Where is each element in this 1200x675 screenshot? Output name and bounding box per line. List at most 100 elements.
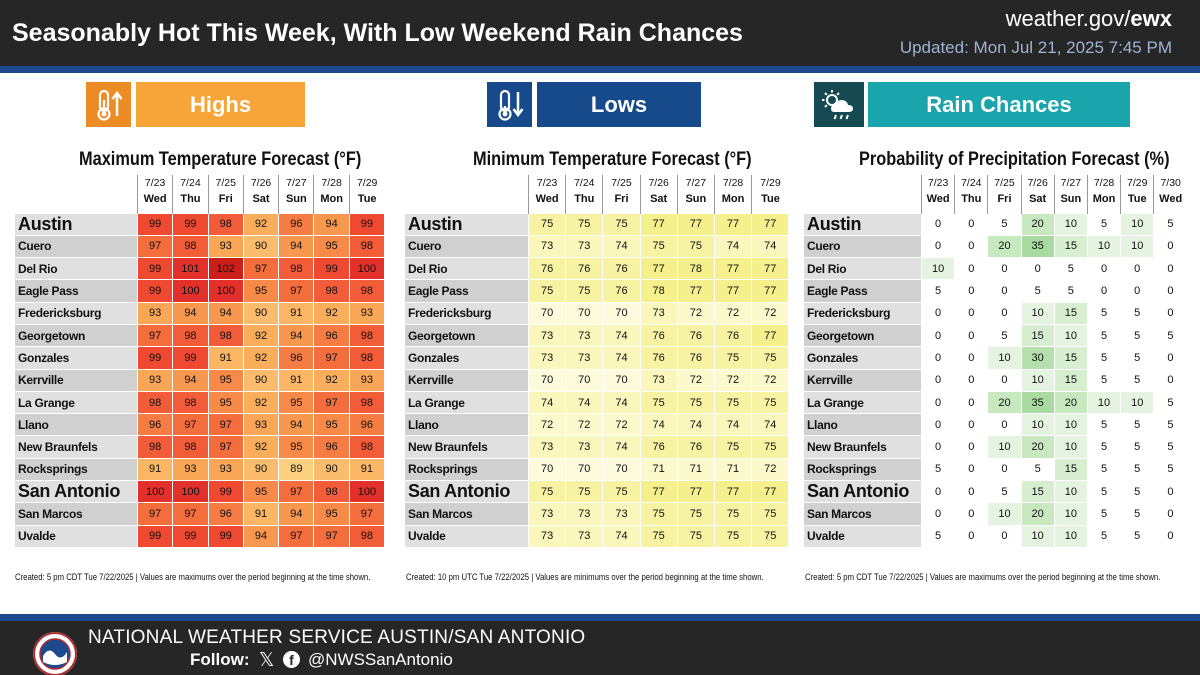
value-cell: 70	[565, 457, 604, 482]
column-header: 7/24 Thu	[565, 175, 603, 213]
column-date: 7/25	[215, 177, 236, 189]
table-row: New Braunfels 0 0 10 20 10 5 5 5	[803, 435, 1188, 459]
value-cell: 0	[1153, 524, 1188, 548]
value-cell: 5	[1120, 346, 1155, 370]
value-cell: 97	[313, 390, 350, 415]
column-date: 7/26	[1027, 177, 1048, 189]
column-header: 7/27 Sun	[1053, 175, 1088, 213]
social-handle[interactable]: @NWSSanAntonio	[308, 650, 453, 669]
table-row: Rocksprings 70 70 70 71 71 71 72	[404, 457, 790, 482]
value-cell: 73	[527, 234, 567, 259]
column-day: Mon	[721, 193, 745, 205]
column-header: 7/25 Fri	[987, 175, 1022, 213]
city-name: Austin	[803, 212, 922, 236]
lows-badge: Lows	[487, 82, 701, 127]
value-cell: 0	[1153, 502, 1188, 526]
value-cell: 94	[313, 212, 350, 236]
site-prefix: weather.gov/	[1005, 6, 1131, 31]
value-cell: 75	[751, 524, 790, 548]
nws-logo	[33, 632, 77, 675]
city-name: Eagle Pass	[14, 279, 138, 303]
value-cell: 0	[1153, 257, 1188, 281]
facebook-icon[interactable]: f	[283, 651, 300, 668]
value-cell: 75	[639, 524, 678, 548]
value-cell: 15	[1020, 323, 1055, 348]
city-name: Kerrville	[404, 368, 529, 392]
city-name: Uvalde	[404, 524, 529, 548]
value-cell: 5	[1086, 346, 1122, 370]
city-name: Gonzales	[803, 346, 922, 370]
column-header: 7/24 Thu	[172, 175, 209, 213]
value-cell: 77	[713, 212, 753, 236]
column-date: 7/28	[722, 177, 744, 189]
value-cell: 35	[1020, 234, 1055, 259]
column-header: 7/29 Tue	[1120, 175, 1154, 213]
column-date: 7/25	[611, 177, 632, 189]
value-cell: 5	[1153, 323, 1188, 348]
value-cell: 70	[527, 457, 567, 482]
value-cell: 74	[713, 413, 753, 437]
value-cell: 5	[1086, 212, 1122, 236]
x-logo-icon[interactable]: 𝕏	[259, 650, 275, 671]
value-cell: 101	[172, 257, 209, 281]
value-cell: 0	[920, 212, 956, 236]
rain-table: 7/23 Wed 7/24 Thu 7/25 Fri 7/26 Sat 7/27 Sun 7/28 M…	[803, 175, 1188, 548]
value-cell: 0	[987, 457, 1022, 482]
value-cell: 75	[751, 502, 790, 526]
value-cell: 10	[1020, 368, 1055, 392]
table-row: Austin 0 0 5 20 10 5 10 5	[803, 212, 1188, 236]
value-cell: 92	[242, 212, 280, 236]
lows-table: 7/23 Wed 7/24 Thu 7/25 Fri 7/26 Sat 7/27 Sun 7/28 M…	[404, 175, 790, 548]
value-cell: 5	[1086, 323, 1122, 348]
value-cell: 93	[136, 368, 174, 392]
value-cell: 0	[987, 524, 1022, 548]
value-cell: 92	[242, 435, 280, 459]
header-corner	[804, 175, 922, 213]
value-cell: 72	[713, 301, 753, 325]
value-cell: 75	[639, 390, 678, 415]
value-cell: 73	[565, 346, 604, 370]
value-cell: 94	[278, 323, 315, 348]
value-cell: 98	[278, 257, 315, 281]
site-link[interactable]: weather.gov/ewx	[1006, 6, 1172, 32]
value-cell: 77	[751, 212, 790, 236]
column-date: 7/29	[356, 177, 378, 189]
column-day: Tue	[1127, 193, 1147, 205]
follow-label: Follow:	[190, 650, 250, 669]
table-row: Llano 0 0 0 10 10 5 5 5	[803, 413, 1188, 437]
value-cell: 75	[713, 502, 753, 526]
value-cell: 73	[565, 234, 604, 259]
column-day: Sat	[252, 193, 270, 205]
value-cell: 74	[602, 435, 641, 459]
value-cell: 94	[278, 502, 315, 526]
value-cell: 0	[920, 435, 956, 459]
value-cell: 10	[1053, 212, 1088, 236]
value-cell: 0	[1120, 257, 1155, 281]
value-cell: 76	[639, 435, 678, 459]
value-cell: 97	[136, 502, 174, 526]
value-cell: 95	[278, 390, 315, 415]
value-cell: 75	[565, 279, 604, 303]
value-cell: 0	[954, 323, 989, 348]
value-cell: 99	[207, 524, 244, 548]
value-cell: 5	[1086, 368, 1122, 392]
column-day: Thu	[180, 193, 201, 205]
table-row: Kerrville 70 70 70 73 72 72 72	[404, 368, 790, 392]
value-cell: 0	[920, 234, 956, 259]
table-row: San Marcos 0 0 10 20 10 5 5 0	[803, 502, 1188, 526]
value-cell: 5	[987, 212, 1022, 236]
city-name: Eagle Pass	[803, 279, 922, 303]
city-name: Rocksprings	[803, 457, 922, 482]
column-date: 7/27	[685, 177, 707, 189]
value-cell: 99	[172, 346, 209, 370]
footer-bar	[0, 621, 1200, 675]
column-header: 7/28 Mon	[313, 175, 350, 213]
value-cell: 74	[639, 413, 678, 437]
column-date: 7/27	[286, 177, 307, 189]
value-cell: 0	[987, 257, 1022, 281]
column-day: Wed	[1159, 193, 1183, 205]
value-cell: 98	[207, 212, 244, 236]
value-cell: 94	[242, 524, 280, 548]
value-cell: 100	[172, 279, 209, 303]
value-cell: 10	[987, 346, 1022, 370]
